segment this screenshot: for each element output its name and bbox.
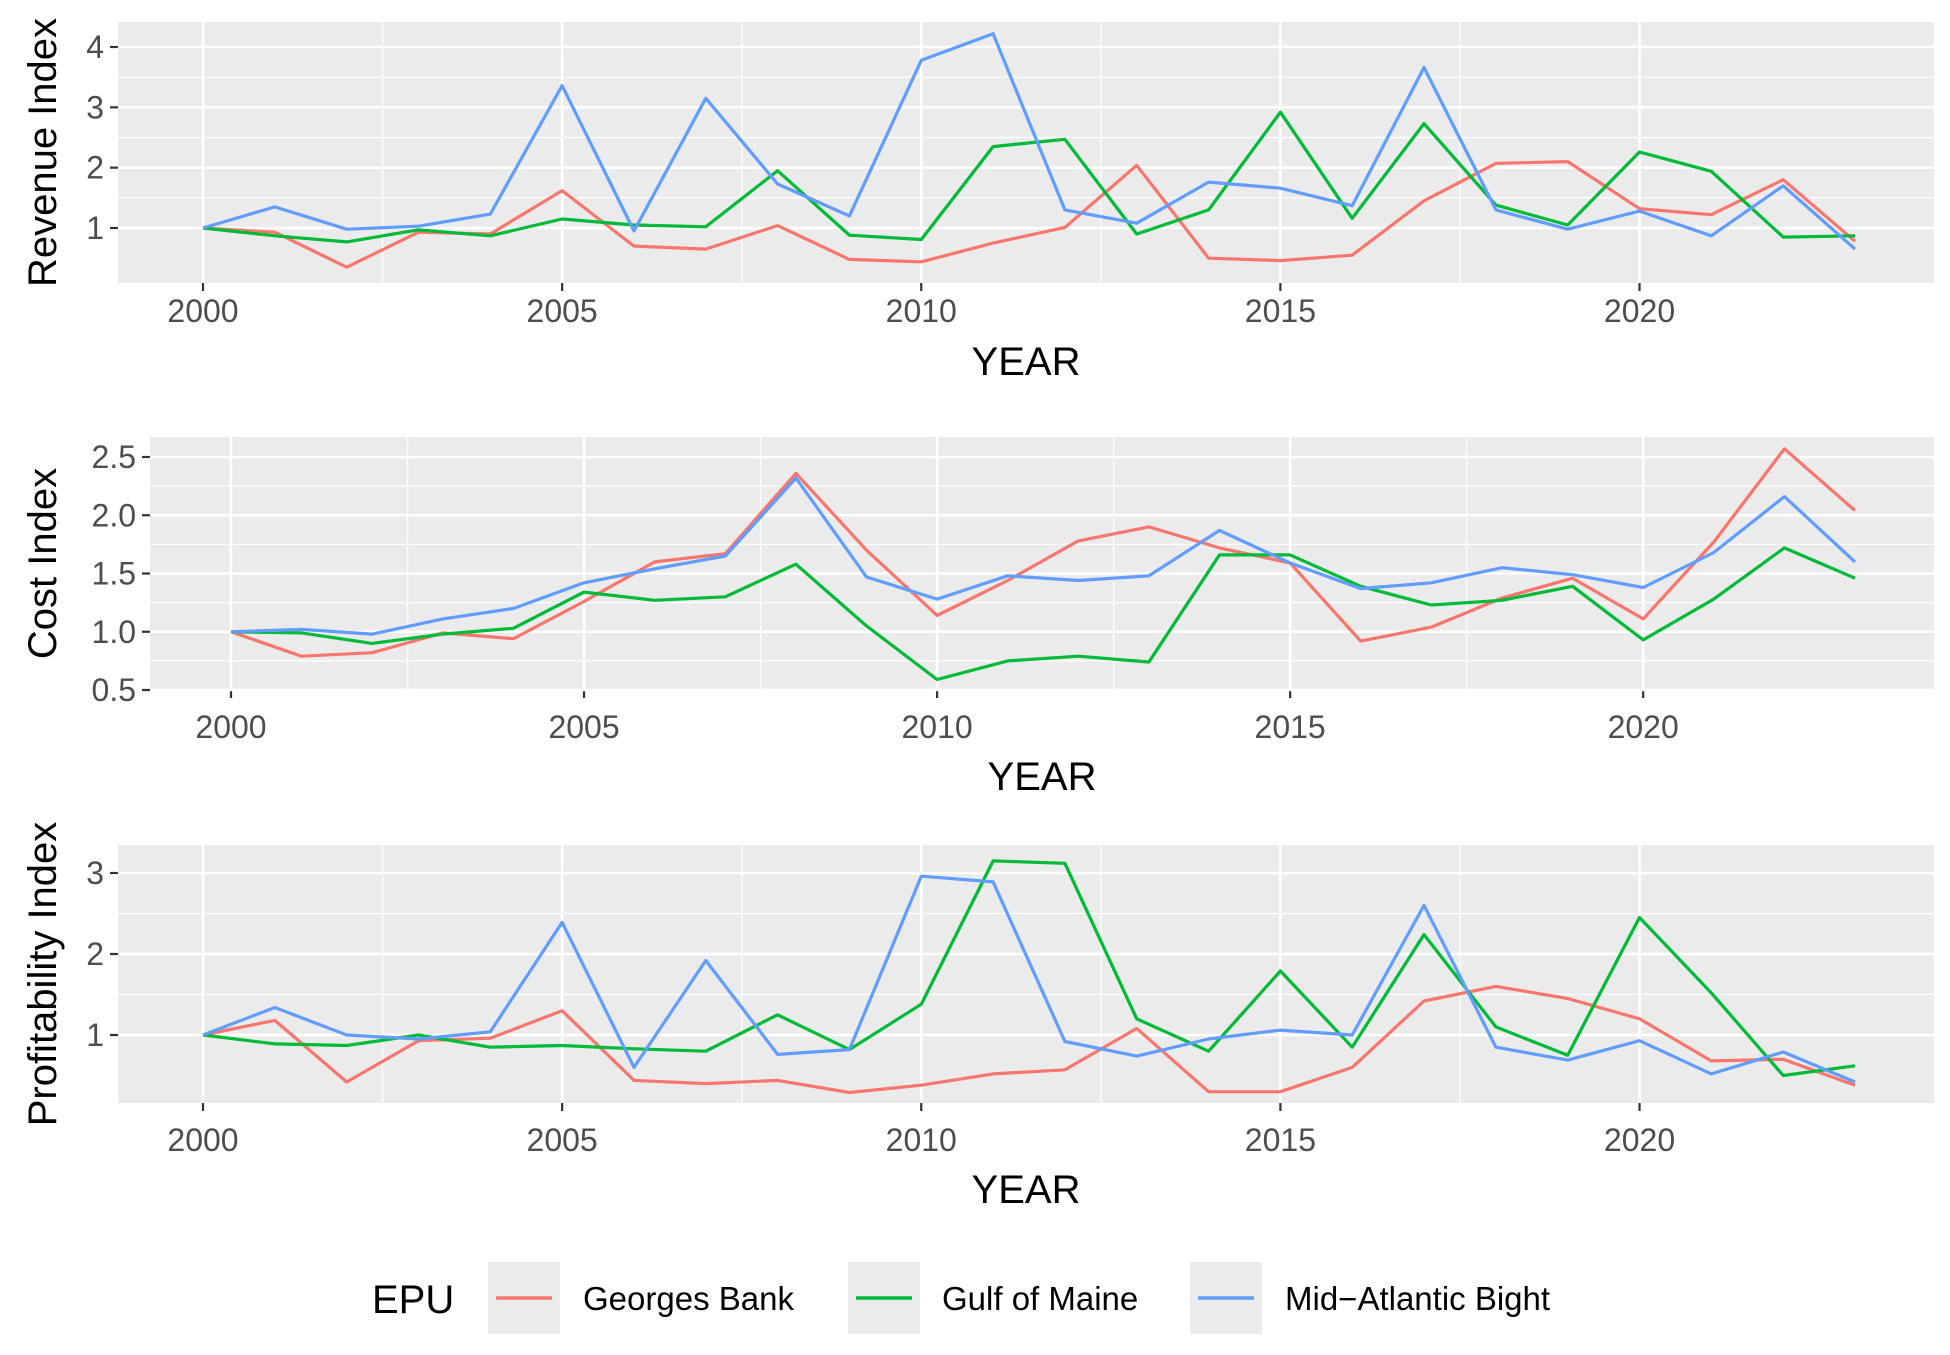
series-line-gulf-of-maine: [230, 546, 1856, 682]
x-tick-label: 2000: [195, 709, 266, 745]
y-tick-label: 2: [86, 936, 104, 972]
x-tick-label: 2000: [167, 293, 238, 329]
legend-label-gulf-of-maine: Gulf of Maine: [942, 1280, 1138, 1317]
y-tick-label: 2: [86, 150, 104, 186]
y-tick-label: 1.0: [92, 614, 136, 650]
legend-label-georges-bank: Georges Bank: [583, 1280, 794, 1317]
x-axis-title: YEAR: [988, 755, 1097, 799]
y-tick-label: 1.5: [92, 556, 136, 592]
series-line-gulf-of-maine: [202, 859, 1856, 1078]
x-tick-label: 2020: [1604, 293, 1675, 329]
y-tick-label: 3: [86, 855, 104, 891]
x-tick-label: 2020: [1608, 709, 1679, 745]
y-tick-label: 1: [86, 210, 104, 246]
series-line-mid-atlantic-bight: [202, 32, 1857, 251]
y-axis-title: Cost Index: [21, 468, 65, 659]
series-line-georges-bank: [230, 447, 1857, 658]
legend-label-mid-atlantic-bight: Mid−Atlantic Bight: [1285, 1280, 1550, 1317]
x-tick-label: 2020: [1604, 1122, 1675, 1158]
y-tick-label: 2.5: [92, 439, 136, 475]
y-tick-label: 4: [86, 29, 104, 65]
y-tick-label: 3: [86, 89, 104, 125]
x-tick-label: 2005: [527, 1122, 598, 1158]
panel-3: 2000 2005 2010 2015 2020 1 2 3 YEAR Profitability…: [21, 822, 1934, 1212]
panel-background: [118, 845, 1934, 1103]
panel-background: [118, 22, 1934, 283]
x-tick-label: 2000: [167, 1122, 238, 1158]
x-tick-label: 2005: [527, 293, 598, 329]
x-tick-label: 2010: [901, 709, 972, 745]
x-tick-label: 2015: [1245, 1122, 1316, 1158]
y-tick-label: 0.5: [92, 672, 136, 708]
panel-1: 2000 2005 2010 2015 2020 1 2 3 4 YEAR Revenue Inde…: [21, 18, 1934, 384]
y-axis-title: Profitability Index: [21, 822, 65, 1127]
x-tick-label: 2005: [548, 709, 619, 745]
x-tick-label: 2015: [1245, 293, 1316, 329]
legend: EPU Georges Bank Gulf of Maine Mid−Atlantic…: [372, 1262, 1550, 1334]
y-tick-label: 1: [86, 1017, 104, 1053]
series-line-mid-atlantic-bight: [202, 874, 1856, 1084]
y-axis-title: Revenue Index: [21, 18, 65, 287]
x-tick-label: 2015: [1255, 709, 1326, 745]
legend-title: EPU: [372, 1278, 454, 1322]
x-axis-title: YEAR: [972, 340, 1081, 384]
y-tick-label: 2.0: [92, 497, 136, 533]
x-tick-label: 2010: [886, 1122, 957, 1158]
panel-background: [150, 437, 1934, 690]
series-line-mid-atlantic-bight: [230, 476, 1857, 636]
x-axis-title: YEAR: [972, 1168, 1081, 1212]
series-line-georges-bank: [202, 984, 1856, 1095]
panel-2: 2000 2005 2010 2015 2020 0.5 1.0 1.5 2.0 2.5 YEAR C…: [21, 437, 1934, 799]
series-line-gulf-of-maine: [202, 110, 1856, 244]
x-tick-label: 2010: [886, 293, 957, 329]
